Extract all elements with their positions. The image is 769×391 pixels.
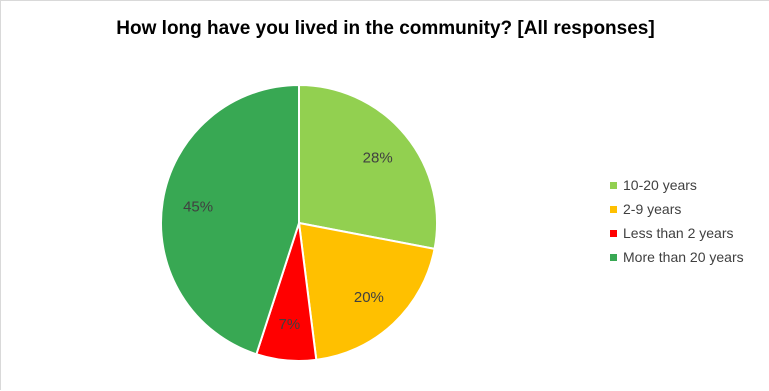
chart-legend: 10-20 years 2-9 years Less than 2 years …: [610, 173, 769, 269]
legend-item-10-20-years: 10-20 years: [610, 173, 769, 197]
pie-slice-10-20-years: [298, 84, 438, 250]
data-label-10-20-years: 28%: [363, 149, 393, 166]
legend-label-more-than-20-years: More than 20 years: [623, 249, 744, 265]
data-label-less-than-2-years: 7%: [279, 316, 301, 333]
legend-swatch-10-20-years: [610, 181, 617, 189]
pie-data-labels: 28% 20% 7% 45%: [183, 149, 393, 333]
legend-swatch-2-9-years: [610, 205, 617, 213]
legend-label-10-20-years: 10-20 years: [623, 177, 697, 193]
legend-label-2-9-years: 2-9 years: [623, 201, 682, 217]
legend-label-less-than-2-years: Less than 2 years: [623, 225, 734, 241]
legend-item-more-than-20-years: More than 20 years: [610, 245, 769, 269]
data-label-more-than-20-years: 45%: [183, 199, 213, 216]
pie-slice-more-than-20-years: [160, 84, 300, 356]
legend-swatch-less-than-2-years: [610, 229, 617, 237]
legend-swatch-more-than-20-years: [610, 253, 617, 261]
data-label-2-9-years: 20%: [354, 289, 384, 306]
pie-slices: [160, 84, 438, 362]
chart-title: How long have you lived in the community…: [116, 18, 655, 39]
pie-slice-2-9-years: [298, 222, 436, 361]
legend-item-2-9-years: 2-9 years: [610, 197, 769, 221]
legend-item-less-than-2-years: Less than 2 years: [610, 221, 769, 245]
